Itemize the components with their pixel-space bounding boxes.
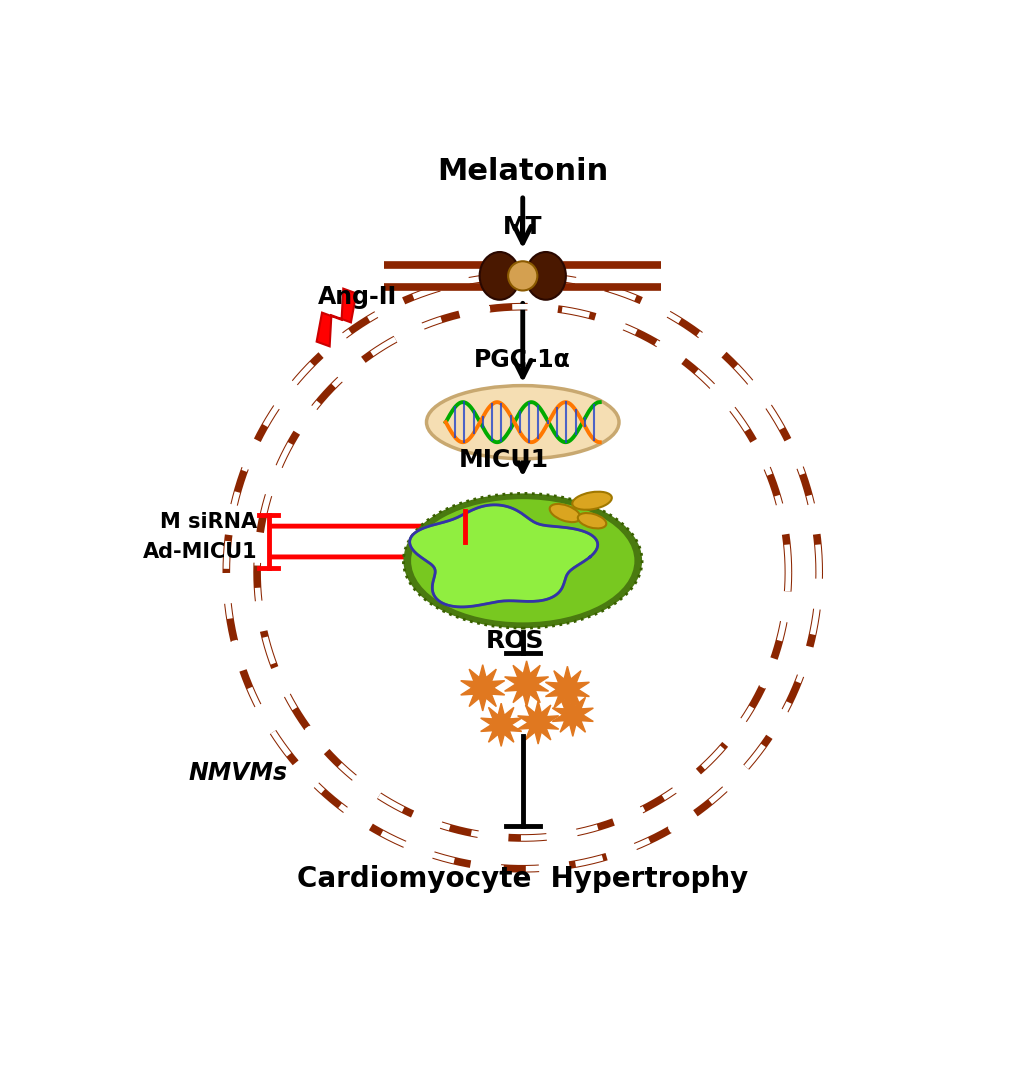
- Ellipse shape: [577, 513, 605, 528]
- Text: NMVMs: NMVMs: [189, 761, 287, 784]
- Text: M siRNA: M siRNA: [160, 511, 257, 531]
- Text: MT: MT: [502, 214, 542, 239]
- Text: Ang-II: Ang-II: [317, 286, 396, 309]
- Polygon shape: [410, 505, 597, 607]
- Ellipse shape: [426, 385, 619, 459]
- Ellipse shape: [507, 261, 537, 290]
- Ellipse shape: [526, 252, 566, 300]
- Ellipse shape: [549, 504, 580, 522]
- Ellipse shape: [411, 499, 634, 622]
- Text: Cardiomyocyte  Hypertrophy: Cardiomyocyte Hypertrophy: [297, 865, 748, 893]
- Ellipse shape: [479, 252, 519, 300]
- Polygon shape: [517, 701, 558, 744]
- Ellipse shape: [572, 492, 611, 510]
- Polygon shape: [316, 289, 356, 347]
- Polygon shape: [461, 665, 504, 711]
- Ellipse shape: [403, 493, 642, 628]
- Text: ROS: ROS: [485, 630, 544, 653]
- Text: Melatonin: Melatonin: [437, 158, 607, 187]
- Text: MICU1: MICU1: [458, 448, 548, 473]
- Polygon shape: [504, 660, 548, 707]
- Polygon shape: [480, 703, 521, 746]
- Polygon shape: [545, 666, 589, 713]
- Text: Ad-MICU1: Ad-MICU1: [143, 542, 257, 562]
- Polygon shape: [551, 694, 593, 736]
- Text: PGC-1α: PGC-1α: [474, 348, 571, 372]
